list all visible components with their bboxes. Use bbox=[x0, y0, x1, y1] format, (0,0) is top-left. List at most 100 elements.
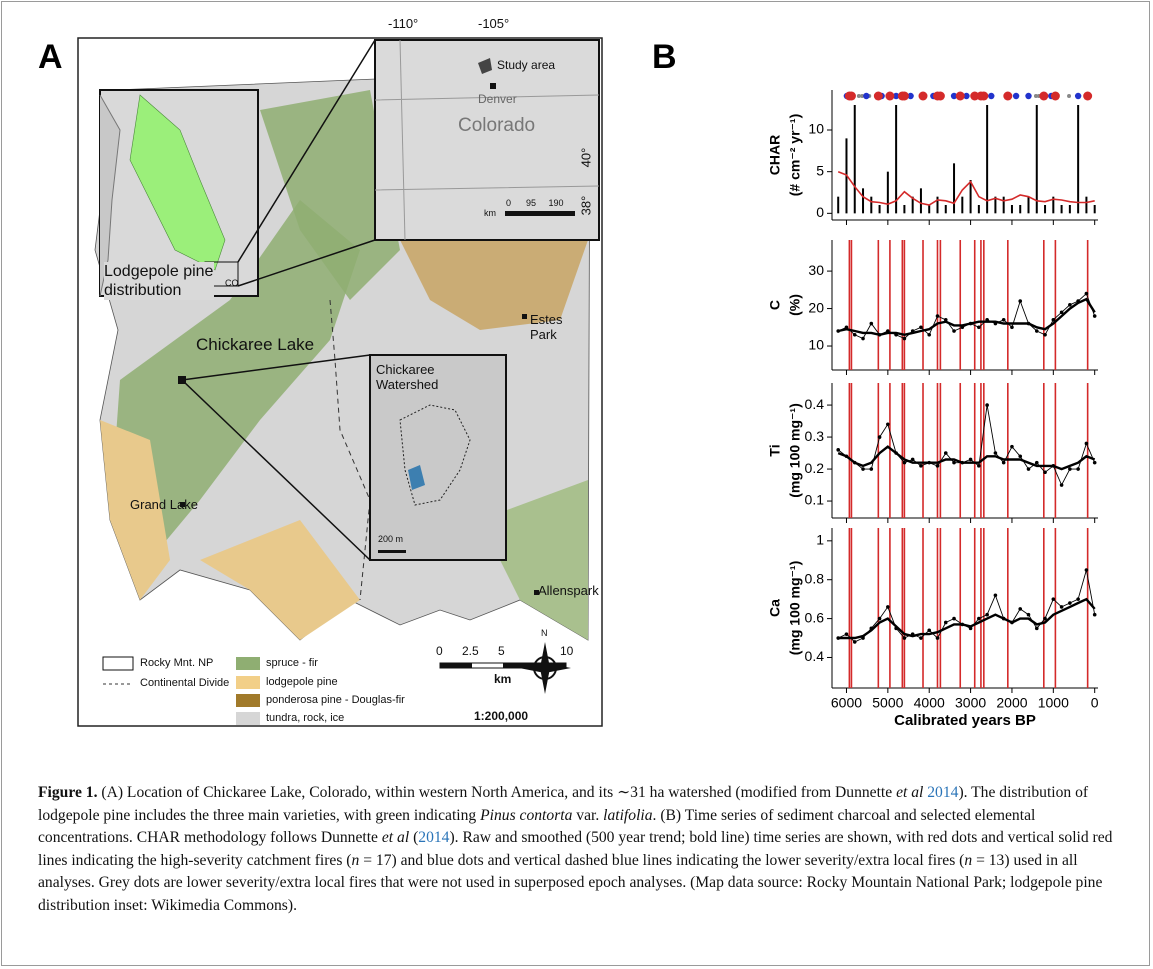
caption-text: ). Raw and smoothed (500 year trend; bol… bbox=[38, 829, 1113, 869]
data-point bbox=[1010, 444, 1014, 449]
map-label: Chickaree Lake bbox=[196, 335, 315, 354]
caption-text: et al bbox=[381, 829, 410, 846]
fire-dot bbox=[1012, 92, 1020, 100]
caption-text: Figure 1. bbox=[38, 784, 98, 801]
scale-label: km bbox=[484, 208, 496, 218]
leader-line bbox=[237, 239, 376, 287]
citation-link[interactable]: 2014 bbox=[923, 784, 959, 801]
map-label: Denver bbox=[478, 92, 517, 106]
data-point bbox=[927, 332, 932, 337]
lodgepole bbox=[100, 420, 170, 600]
lodgepole bbox=[200, 520, 360, 640]
x-tick-label: 0 bbox=[1091, 695, 1099, 711]
data-point bbox=[1018, 607, 1023, 611]
fire-dot bbox=[935, 91, 945, 101]
data-point bbox=[919, 636, 923, 640]
fire-dot bbox=[907, 92, 914, 100]
caption-text: . (B) Time series of sediment charcoal a… bbox=[38, 806, 1036, 847]
data-point bbox=[977, 616, 981, 621]
denver-dot bbox=[490, 83, 496, 89]
fire-dot bbox=[1074, 92, 1082, 100]
data-point bbox=[877, 435, 882, 439]
data-point bbox=[1068, 303, 1072, 307]
y-tick-label: 0.3 bbox=[805, 428, 825, 444]
fire-dot bbox=[1039, 91, 1049, 101]
map-label: CO bbox=[225, 278, 239, 288]
y-axis-label: CHAR bbox=[767, 135, 783, 175]
map-label: Study area bbox=[497, 58, 556, 72]
data-point bbox=[1084, 441, 1089, 446]
scale-label: 2.5 bbox=[462, 644, 479, 658]
watershed-scale-bar bbox=[378, 550, 406, 553]
data-point bbox=[1026, 612, 1031, 617]
fire-dot bbox=[988, 92, 995, 100]
data-point bbox=[1076, 467, 1080, 471]
lake-marker bbox=[178, 376, 186, 384]
data-point bbox=[993, 451, 998, 455]
citation-link[interactable]: 2014 bbox=[418, 829, 450, 846]
caption-text: var. bbox=[572, 806, 604, 824]
x-tick-label: 2000 bbox=[996, 695, 1027, 711]
data-point bbox=[861, 467, 865, 471]
caption-text: (A) Location of Chickaree Lake, Colorado… bbox=[97, 784, 897, 801]
data-point bbox=[902, 636, 907, 640]
y-tick-label: 0.8 bbox=[805, 570, 825, 586]
scale-label: 200 m bbox=[378, 534, 404, 544]
y-axis-label: (mg 100 mg⁻¹) bbox=[787, 561, 803, 656]
fire-dot bbox=[1025, 92, 1032, 100]
caption-text: = 13) used in all analyses. Grey dots ar… bbox=[38, 851, 1103, 914]
map-label: Grand Lake bbox=[130, 497, 198, 512]
scale-bar bbox=[440, 663, 472, 668]
series-line bbox=[837, 405, 1096, 487]
fire-dot bbox=[856, 94, 861, 98]
series-line bbox=[837, 445, 1096, 471]
caption-text: Pinus contorta bbox=[480, 806, 573, 824]
fire-dot bbox=[918, 91, 928, 101]
y-axis-label: (%) bbox=[787, 294, 803, 316]
fire-dot bbox=[1033, 94, 1038, 98]
legend-swatch bbox=[102, 656, 134, 671]
y-tick-label: 0.2 bbox=[805, 460, 825, 476]
x-tick-label: 3000 bbox=[955, 695, 986, 711]
lat-label: 40° bbox=[578, 147, 594, 168]
data-point bbox=[952, 460, 956, 465]
fire-dot bbox=[873, 91, 883, 101]
data-point bbox=[1084, 291, 1089, 296]
panel-label: A bbox=[38, 38, 63, 76]
scale-label: 5 bbox=[498, 644, 505, 658]
x-tick-label: 4000 bbox=[914, 695, 945, 711]
data-point bbox=[1059, 310, 1064, 315]
data-point bbox=[869, 467, 874, 471]
fire-dot bbox=[1050, 91, 1060, 101]
series-line bbox=[838, 569, 1096, 643]
data-point bbox=[1043, 332, 1047, 337]
town-dot bbox=[180, 502, 185, 507]
data-point bbox=[1001, 460, 1006, 465]
graticule bbox=[374, 39, 600, 241]
data-point bbox=[861, 336, 865, 341]
lake bbox=[408, 465, 425, 490]
series-line bbox=[838, 597, 1096, 640]
map-label: N bbox=[541, 628, 548, 638]
data-point bbox=[935, 464, 940, 468]
y-axis-label: (mg 100 mg⁻¹) bbox=[787, 403, 803, 498]
data-point bbox=[968, 457, 973, 462]
study-area-shape bbox=[478, 58, 492, 74]
data-point bbox=[952, 616, 956, 621]
fire-dot bbox=[970, 91, 980, 101]
caption-text: et al bbox=[896, 784, 924, 801]
legend-label: Continental Divide bbox=[140, 677, 230, 689]
legend-label: tundra, rock, ice bbox=[266, 712, 345, 724]
y-axis-label: (# cm⁻² yr⁻¹) bbox=[787, 114, 803, 196]
data-point bbox=[1068, 601, 1072, 605]
x-tick-label: 1000 bbox=[1038, 695, 1069, 711]
data-point bbox=[1018, 454, 1023, 459]
data-point bbox=[993, 593, 998, 598]
data-point bbox=[919, 325, 923, 330]
data-point bbox=[852, 332, 857, 337]
y-tick-label: 0.4 bbox=[805, 648, 825, 664]
fire-dot bbox=[863, 92, 870, 100]
